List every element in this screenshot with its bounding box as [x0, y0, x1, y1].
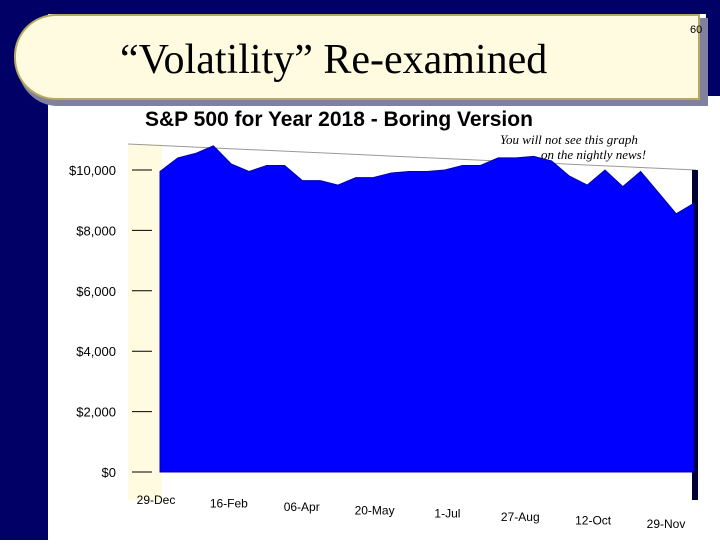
left-band	[128, 144, 162, 500]
y-tick-label: $6,000	[76, 284, 116, 299]
y-tick-label: $4,000	[76, 344, 116, 359]
x-axis: 29-Dec 16-Feb 06-Apr 20-May 1-Jul 27-Aug 12-Oc…	[137, 493, 686, 531]
x-tick-label: 27-Aug	[501, 510, 540, 524]
area-side-shadow	[692, 170, 698, 500]
y-axis: $0 $2,000 $4,000 $6,000 $8,000 $10,000	[69, 163, 152, 480]
x-tick-label: 06-Apr	[284, 500, 320, 514]
annotation-line-2: on the nightly news!	[541, 147, 647, 162]
y-tick-label: $10,000	[69, 163, 116, 178]
top-band	[162, 144, 696, 174]
chart-title: S&P 500 for Year 2018 - Boring Version	[145, 108, 533, 131]
slide-title: “Volatility” Re-examined	[120, 37, 548, 83]
chart-background	[127, 143, 698, 500]
perspective-line	[127, 143, 697, 171]
x-tick-label: 1-Jul	[434, 507, 460, 521]
chart-area: S&P 500 for Year 2018 - Boring Version $…	[48, 100, 720, 540]
chart-svg: S&P 500 for Year 2018 - Boring Version $…	[69, 108, 698, 531]
right-frame-bar	[706, 0, 720, 96]
x-tick-label: 12-Oct	[575, 514, 612, 528]
y-tick-label: $0	[102, 465, 116, 480]
sp500-area	[159, 145, 695, 473]
series-area	[159, 145, 695, 473]
x-tick-label: 20-May	[355, 503, 395, 517]
title-box	[14, 14, 700, 100]
y-tick-label: $2,000	[76, 405, 116, 420]
x-tick-label: 29-Dec	[137, 493, 176, 507]
slide-number: 60	[690, 24, 703, 36]
annotation-line-1: You will not see this graph	[500, 132, 638, 147]
x-tick-label: 29-Nov	[647, 517, 686, 531]
y-tick-label: $8,000	[76, 223, 116, 238]
top-frame-bar	[0, 0, 720, 14]
x-tick-label: 16-Feb	[210, 496, 248, 510]
